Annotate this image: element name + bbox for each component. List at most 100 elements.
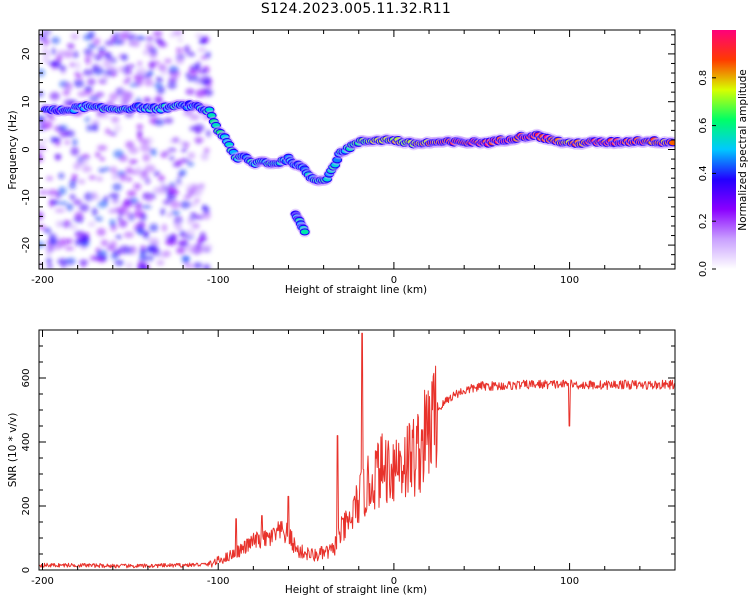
noise-speckle: [173, 216, 183, 225]
noise-speckle: [191, 111, 202, 119]
x-tick-label: -100: [207, 275, 230, 286]
noise-speckle: [186, 244, 197, 254]
ridge-point-core: [229, 149, 238, 155]
noise-speckle: [73, 199, 82, 206]
y-tick-label: 20: [21, 48, 32, 61]
noise-speckle: [99, 156, 106, 162]
noise-speckle: [158, 174, 165, 183]
noise-speckle: [98, 167, 106, 173]
noise-speckle: [70, 33, 80, 40]
noise-speckle: [39, 189, 49, 196]
noise-speckle: [84, 86, 93, 91]
noise-speckle: [114, 259, 125, 266]
noise-speckle: [144, 164, 156, 173]
colorbar-tick-label: 0.4: [698, 165, 709, 181]
noise-speckle: [66, 42, 75, 50]
noise-speckle: [50, 47, 57, 56]
noise-speckle: [109, 208, 117, 214]
noise-speckle: [200, 80, 211, 86]
noise-speckle: [77, 159, 89, 167]
noise-speckle: [146, 36, 154, 42]
noise-speckle: [42, 120, 53, 130]
noise-speckle: [54, 208, 65, 213]
noise-speckle: [73, 79, 85, 88]
noise-speckle: [182, 231, 189, 239]
noise-speckle: [132, 39, 141, 48]
noise-speckle: [123, 199, 131, 204]
noise-speckle: [177, 36, 184, 43]
spectrogram-ridge: [40, 98, 675, 238]
noise-speckle: [57, 238, 68, 247]
noise-speckle: [39, 91, 44, 97]
colorbar: 0.0 0.2 0.4 0.6 0.8 Normalized spectral ampl…: [698, 30, 749, 277]
noise-speckle: [177, 172, 184, 177]
noise-speckle: [128, 159, 138, 165]
noise-speckle: [70, 147, 80, 156]
noise-speckle: [62, 90, 70, 96]
noise-speckle: [196, 248, 203, 254]
noise-speckle: [129, 82, 139, 88]
noise-speckle: [189, 211, 198, 221]
noise-speckle: [134, 201, 142, 211]
snr-panel: -200 -100 0 100 0 200 400 600 Height of straig…: [7, 329, 676, 596]
snr-x-label: Height of straight line (km): [285, 584, 427, 596]
noise-speckle: [195, 61, 201, 71]
noise-speckle: [45, 256, 52, 264]
noise-speckle: [55, 153, 61, 161]
noise-speckle: [74, 71, 81, 76]
noise-speckle: [168, 65, 179, 74]
noise-speckle: [189, 69, 198, 75]
noise-speckle: [192, 201, 198, 207]
noise-speckle: [146, 255, 154, 262]
noise-speckle: [39, 146, 48, 151]
noise-speckle: [74, 211, 84, 220]
noise-speckle: [191, 222, 200, 230]
noise-speckle: [171, 137, 180, 143]
noise-speckle: [203, 88, 214, 97]
x-tick-label: 100: [560, 576, 579, 587]
ridge-point-core: [668, 140, 675, 146]
noise-speckle: [170, 209, 181, 216]
noise-speckle: [81, 165, 92, 173]
noise-speckle: [113, 149, 124, 159]
noise-speckle: [47, 189, 59, 196]
noise-speckle: [118, 31, 130, 37]
noise-speckle: [104, 40, 115, 46]
noise-speckle: [202, 65, 210, 74]
colorbar-label: Normalized spectral amplitude: [737, 69, 749, 230]
noise-speckle: [186, 187, 192, 196]
noise-speckle: [166, 212, 173, 218]
noise-speckle: [39, 241, 45, 249]
noise-speckle: [109, 218, 116, 227]
noise-speckle: [102, 59, 112, 68]
noise-speckle: [79, 203, 90, 212]
noise-speckle: [57, 258, 68, 265]
noise-speckle: [175, 159, 183, 165]
noise-speckle: [59, 129, 69, 138]
noise-speckle: [49, 199, 59, 204]
noise-speckle: [144, 78, 153, 87]
noise-speckle: [143, 72, 152, 79]
noise-speckle: [197, 237, 204, 244]
noise-speckle: [103, 51, 110, 60]
noise-speckle: [50, 36, 61, 45]
ridge-point-core: [205, 107, 214, 113]
noise-speckle: [66, 203, 74, 211]
noise-speckle: [201, 204, 207, 211]
y-tick-label: 200: [21, 496, 32, 515]
noise-speckle: [82, 69, 94, 76]
noise-speckle: [129, 197, 139, 204]
noise-speckle: [133, 210, 144, 219]
colorbar-tick-label: 0.2: [698, 213, 709, 229]
snr-frame: [38, 329, 676, 571]
noise-speckle: [167, 81, 177, 90]
noise-speckle: [113, 124, 122, 133]
noise-speckle: [95, 151, 101, 158]
noise-speckle: [50, 237, 58, 246]
x-tick-label: -200: [31, 275, 54, 286]
noise-speckle: [162, 250, 171, 258]
noise-speckle: [194, 198, 201, 203]
noise-speckle: [203, 263, 211, 269]
noise-speckle: [169, 155, 175, 161]
y-tick-label: 600: [21, 368, 32, 387]
